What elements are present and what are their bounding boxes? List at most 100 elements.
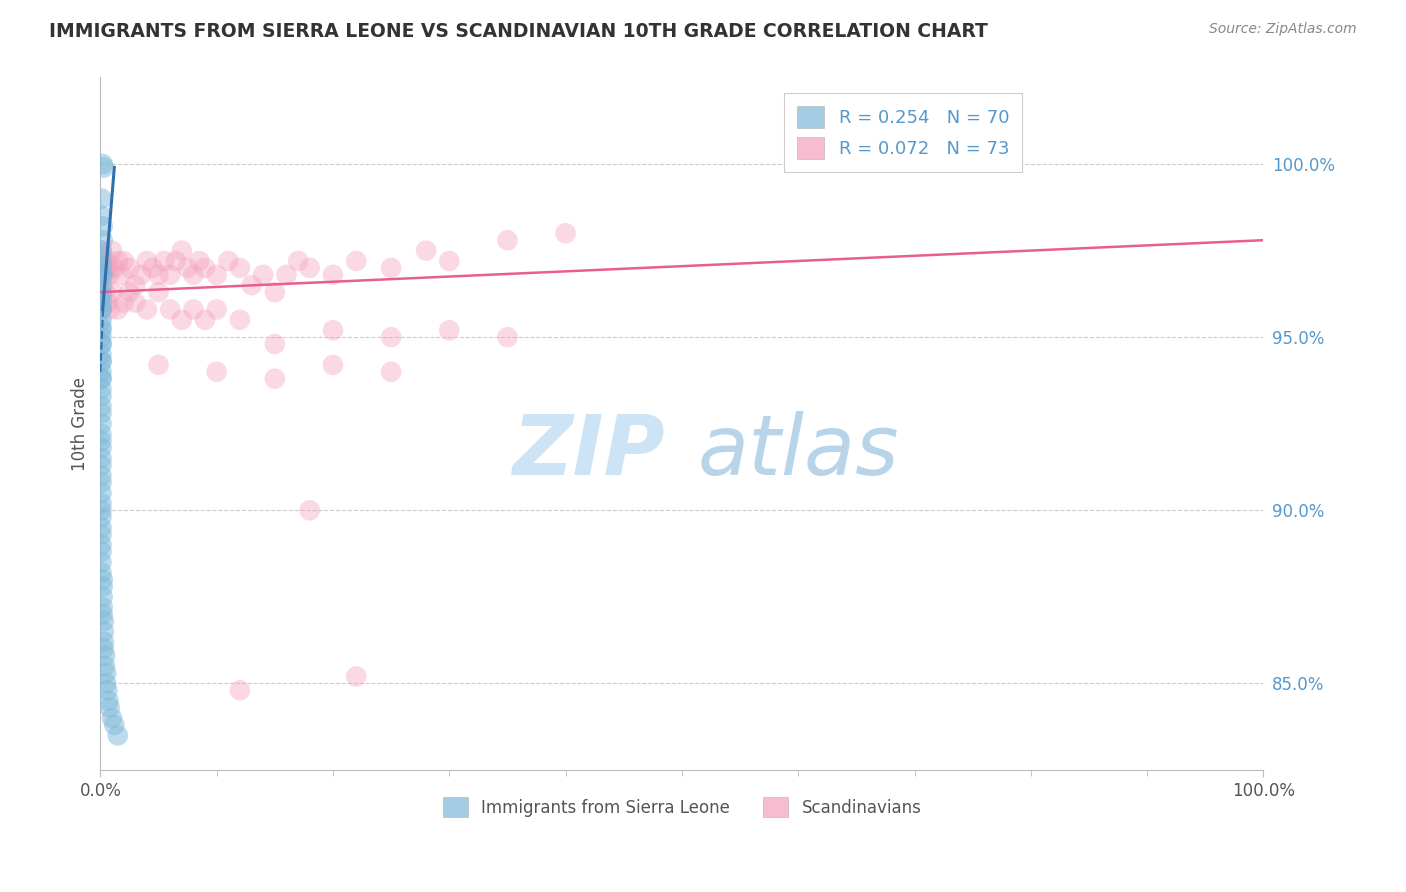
Point (103, 718, 125, 732)
Point (90, 295, 112, 310)
Point (90, 475, 112, 490)
Point (205, 302, 228, 317)
Point (380, 260, 402, 275)
Point (112, 254, 135, 268)
Point (135, 254, 157, 268)
Point (90, 496, 112, 510)
Point (229, 260, 252, 275)
Point (124, 295, 146, 310)
Point (107, 302, 129, 317)
Point (94, 260, 117, 275)
Point (90, 288, 112, 302)
Point (91, 268, 114, 282)
Point (101, 711, 124, 725)
Point (90, 313, 112, 327)
Point (90, 434, 112, 448)
Point (194, 260, 217, 275)
Point (124, 278, 146, 293)
Point (263, 285, 285, 300)
Point (344, 254, 367, 268)
Point (194, 313, 217, 327)
Point (98, 268, 121, 282)
Point (90, 278, 112, 293)
Point (90, 354, 112, 368)
Point (322, 358, 344, 372)
Point (176, 260, 198, 275)
Point (94, 659, 117, 673)
Text: Source: ZipAtlas.com: Source: ZipAtlas.com (1209, 22, 1357, 37)
Point (148, 358, 170, 372)
Point (91, 251, 114, 265)
Point (170, 313, 193, 327)
Point (96, 295, 118, 310)
Point (90, 254, 112, 268)
Point (90, 354, 112, 368)
Point (90, 468, 112, 483)
Point (183, 268, 205, 282)
Point (91, 219, 114, 234)
Point (90, 268, 112, 282)
Point (90, 406, 112, 420)
Point (91, 600, 114, 615)
Point (90, 330, 112, 344)
Point (96, 268, 118, 282)
Point (298, 503, 321, 517)
Point (93, 614, 115, 628)
Point (148, 268, 170, 282)
Point (205, 268, 228, 282)
Point (91, 157, 114, 171)
Point (118, 285, 141, 300)
Point (90, 192, 112, 206)
Point (97, 260, 120, 275)
Point (90, 503, 112, 517)
Point (148, 285, 170, 300)
Point (91, 579, 114, 593)
Point (159, 268, 181, 282)
Point (90, 389, 112, 403)
Point (94, 648, 117, 663)
Point (439, 323, 461, 337)
Point (276, 268, 298, 282)
Point (90, 382, 112, 396)
Point (90, 451, 112, 466)
Point (263, 337, 285, 351)
Point (217, 254, 239, 268)
Point (90, 372, 112, 386)
Point (90, 285, 112, 300)
Point (205, 365, 228, 379)
Point (153, 254, 176, 268)
Text: IMMIGRANTS FROM SIERRA LEONE VS SCANDINAVIAN 10TH GRADE CORRELATION CHART: IMMIGRANTS FROM SIERRA LEONE VS SCANDINA… (49, 22, 988, 41)
Point (188, 254, 211, 268)
Point (93, 635, 115, 649)
Point (415, 244, 437, 258)
Point (90, 302, 112, 317)
Point (90, 486, 112, 500)
Point (90, 209, 112, 223)
Point (110, 268, 132, 282)
Point (380, 330, 402, 344)
Point (90, 417, 112, 431)
Point (554, 227, 576, 241)
Point (90, 441, 112, 455)
Point (287, 254, 309, 268)
Point (90, 545, 112, 559)
Point (142, 260, 165, 275)
Point (129, 268, 152, 282)
Point (90, 372, 112, 386)
Point (322, 268, 344, 282)
Point (90, 400, 112, 414)
Point (252, 268, 274, 282)
Text: ZIP: ZIP (513, 411, 665, 491)
Point (97, 694, 120, 708)
Point (93, 161, 115, 175)
Point (96, 676, 118, 690)
Point (101, 244, 124, 258)
Point (107, 728, 129, 742)
Point (96, 683, 118, 698)
Point (298, 260, 321, 275)
Point (263, 372, 285, 386)
Point (90, 337, 112, 351)
Point (91, 573, 114, 587)
Point (101, 285, 124, 300)
Point (322, 323, 344, 337)
